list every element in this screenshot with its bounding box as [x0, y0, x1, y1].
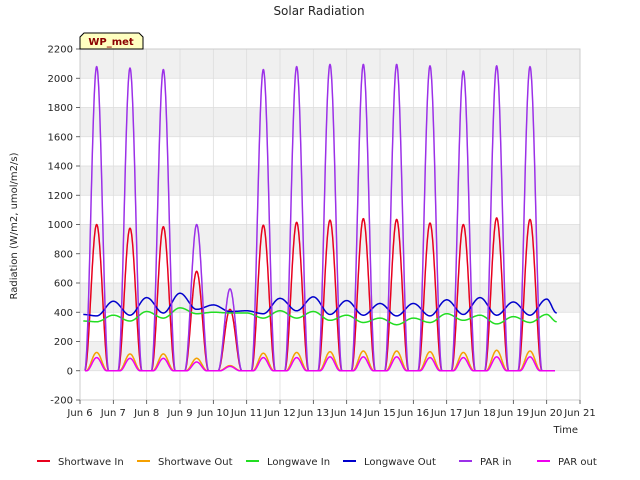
x-tick-label: Jun 10: [197, 408, 230, 419]
x-tick-label: Jun 17: [430, 408, 463, 419]
y-tick-label: 600: [54, 279, 73, 290]
x-tick-label: Jun 12: [263, 408, 296, 419]
legend-label: Shortwave In: [58, 457, 124, 468]
legend-label: PAR in: [480, 457, 511, 468]
grid-band: [80, 341, 580, 371]
y-tick-label: -200: [50, 396, 73, 407]
x-tick-label: Jun 21: [563, 408, 596, 419]
x-axis-label: Time: [553, 425, 578, 436]
x-tick-label: Jun 8: [133, 408, 159, 419]
x-tick-label: Jun 9: [166, 408, 192, 419]
x-tick-label: Jun 19: [497, 408, 530, 419]
y-tick-label: 2200: [48, 45, 73, 56]
x-tick-label: Jun 15: [363, 408, 396, 419]
y-axis: -200 0 200 400 600 800 1000 1200 1400 1600 1800 200…: [48, 45, 80, 407]
legend-label: Shortwave Out: [158, 457, 233, 468]
x-tick-label: Jun 20: [530, 408, 563, 419]
y-tick-label: 1200: [48, 191, 73, 202]
series-line-par-out: [84, 356, 556, 372]
chart-title: Solar Radiation: [273, 4, 364, 18]
x-tick-label: Jun 7: [100, 408, 126, 419]
x-tick-label: Jun 14: [330, 408, 363, 419]
station-badge-label: WP_met: [88, 37, 134, 48]
y-axis-label: Radiation (W/m2, umol/m2/s): [9, 152, 20, 299]
legend-label: Longwave In: [267, 457, 330, 468]
legend-label: PAR out: [558, 457, 597, 468]
x-tick-label: Jun 16: [397, 408, 430, 419]
grid-band: [80, 107, 580, 137]
grid-band: [80, 224, 580, 254]
grid-bands: [80, 49, 580, 371]
y-tick-label: 2000: [48, 74, 73, 85]
y-tick-label: 1800: [48, 103, 73, 114]
x-tick-label: Jun 6: [66, 408, 92, 419]
y-tick-label: 1000: [48, 220, 73, 231]
grid-band: [80, 283, 580, 313]
x-tick-label: Jun 11: [230, 408, 263, 419]
grid-band: [80, 166, 580, 196]
y-tick-label: 0: [67, 366, 73, 377]
y-tick-label: 1400: [48, 162, 73, 173]
y-tick-label: 800: [54, 249, 73, 260]
x-tick-label: Jun 18: [463, 408, 496, 419]
grid-band: [80, 49, 580, 79]
legend: Shortwave In Shortwave Out Longwave In Long…: [37, 457, 597, 468]
x-axis: Jun 6 Jun 7 Jun 8 Jun 9 Jun 10 Jun 11 Jun 12 Ju…: [66, 400, 596, 419]
series-line-longwave-out: [82, 292, 558, 317]
station-badge: WP_met: [79, 32, 144, 50]
y-tick-label: 200: [54, 337, 73, 348]
series-layer: [82, 63, 558, 372]
legend-label: Longwave Out: [364, 457, 436, 468]
x-tick-label: Jun 13: [297, 408, 330, 419]
y-tick-label: 400: [54, 308, 73, 319]
series-line-longwave-in: [82, 307, 558, 326]
y-tick-label: 1600: [48, 132, 73, 143]
